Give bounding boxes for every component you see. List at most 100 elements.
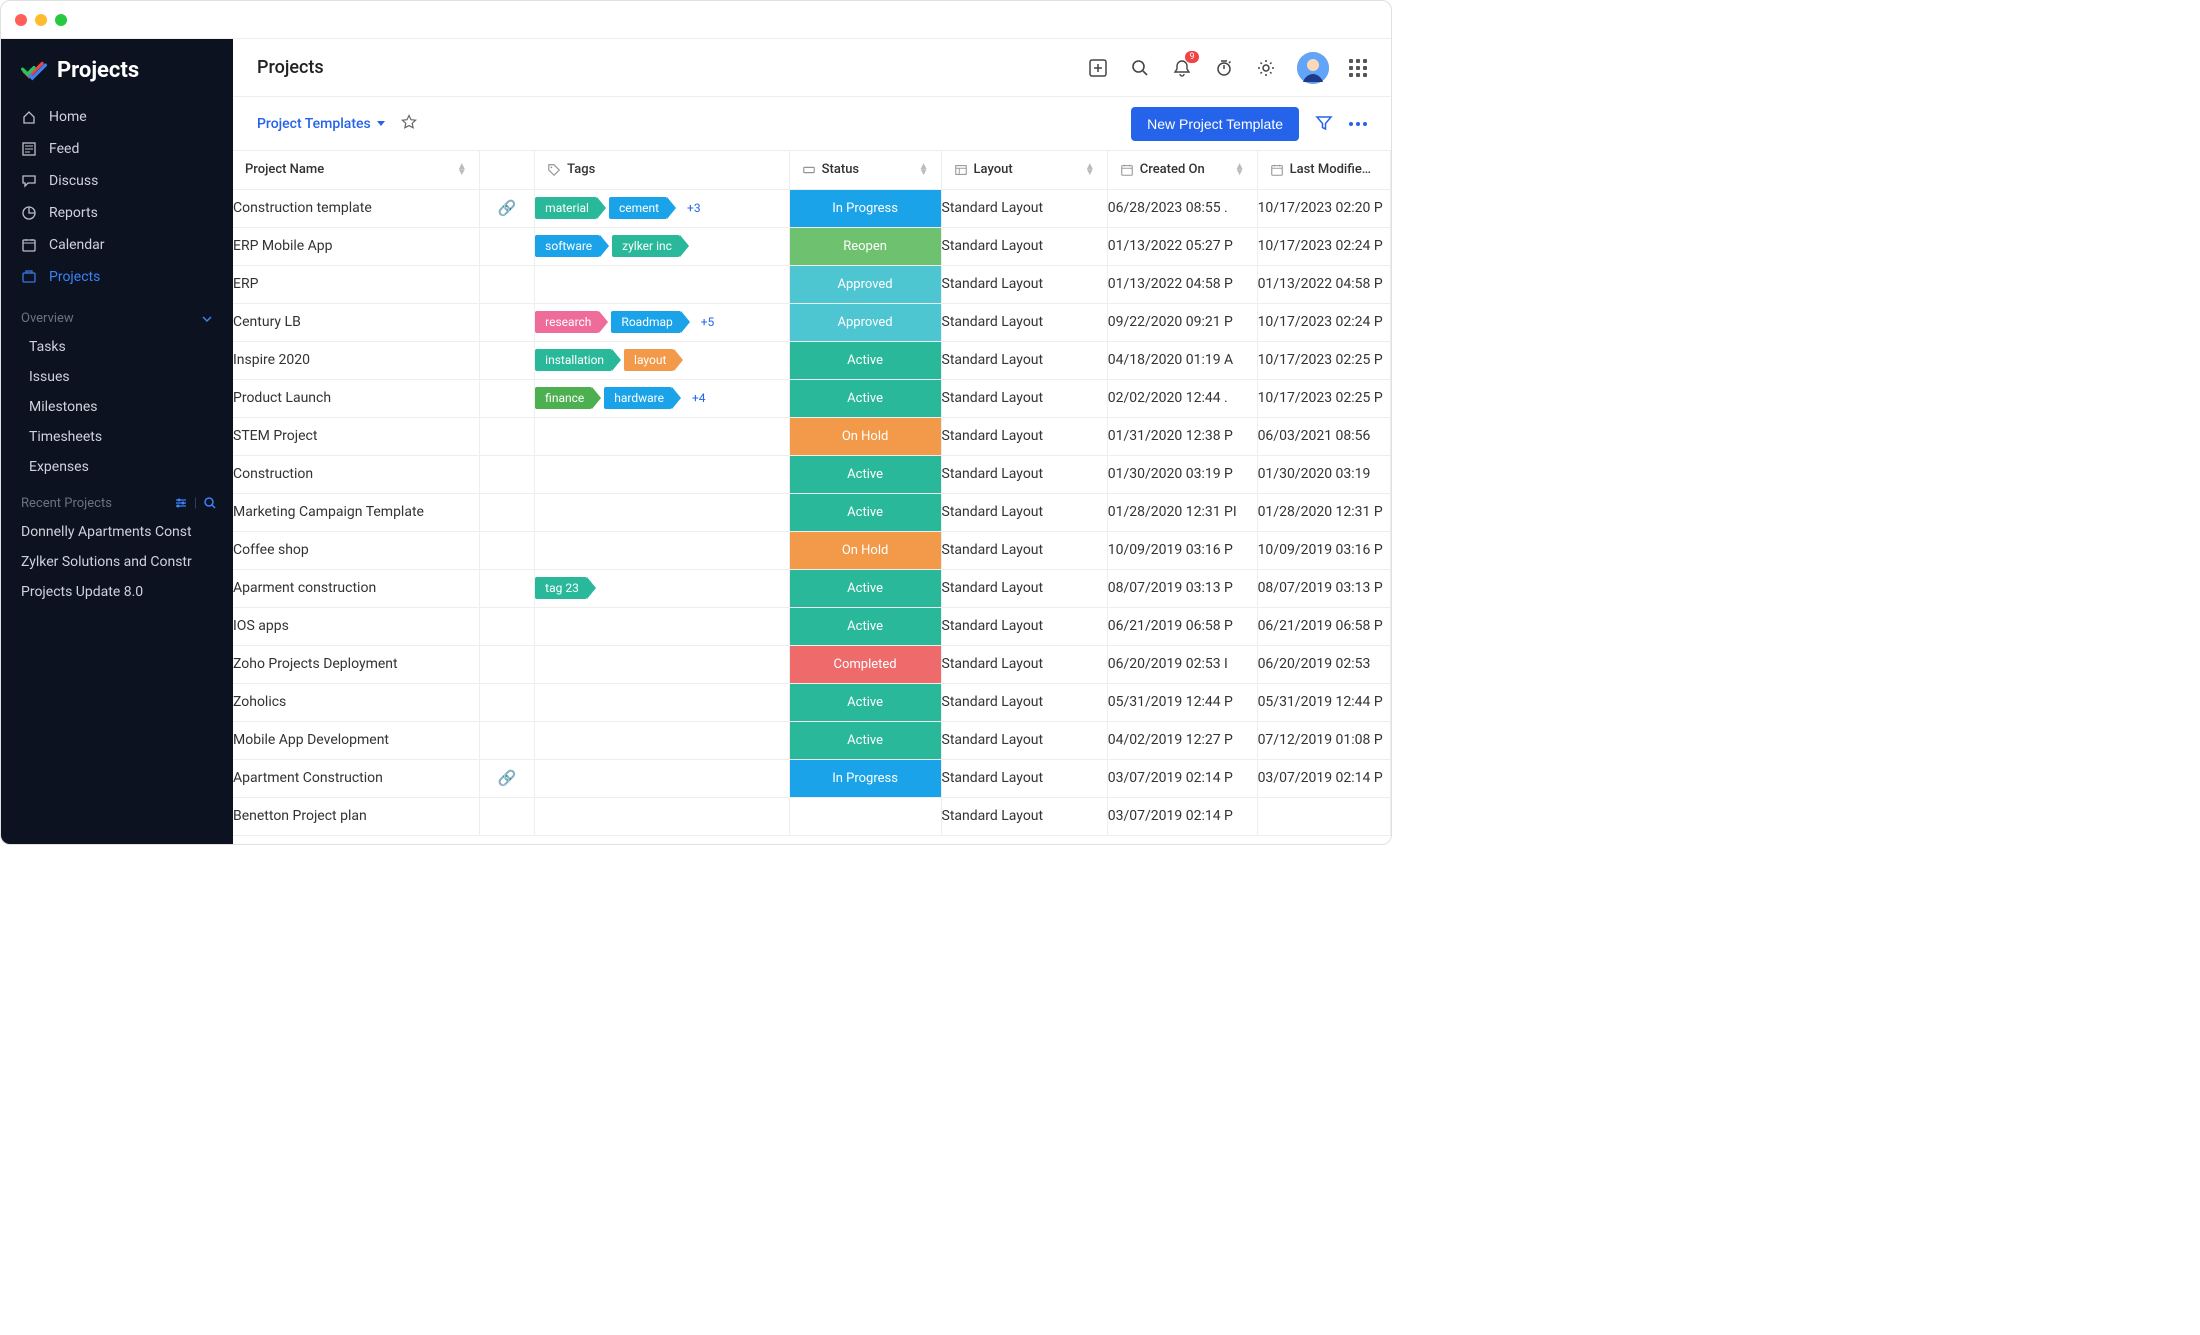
row-status[interactable]: Completed [789,645,941,683]
row-status[interactable]: On Hold [789,417,941,455]
th-status[interactable]: Status▲▼ [789,151,941,189]
row-status[interactable] [789,797,941,835]
th-tags[interactable]: Tags [535,151,789,189]
tag-chip[interactable]: tag 23 [535,577,587,599]
tag-chip[interactable]: software [535,235,600,257]
th-layout[interactable]: Layout▲▼ [941,151,1107,189]
table-row[interactable]: Century LBresearchRoadmap+5ApprovedStand… [233,303,1391,341]
row-status[interactable]: Active [789,493,941,531]
more-icon[interactable] [1349,122,1367,126]
tag-chip[interactable]: finance [535,387,592,409]
tags-more[interactable]: +5 [701,315,715,329]
row-status[interactable]: Approved [789,265,941,303]
window-close[interactable] [15,14,27,26]
row-name[interactable]: Construction [233,455,479,493]
user-avatar[interactable] [1297,52,1329,84]
table-row[interactable]: Construction template🔗material cement +3 In… [233,189,1391,227]
new-template-button[interactable]: New Project Template [1131,107,1299,141]
filter-icon[interactable] [1315,113,1333,135]
th-modified[interactable]: Last Modifie… [1257,151,1390,189]
row-name[interactable]: Zoho Projects Deployment [233,645,479,683]
search-icon[interactable] [1129,57,1151,79]
row-link[interactable]: 🔗 [479,759,534,797]
recent-project-item[interactable]: Zylker Solutions and Constr [1,547,233,577]
recent-project-item[interactable]: Projects Update 8.0 [1,577,233,607]
table-row[interactable]: Benetton Project planStandard Layout03/0… [233,797,1391,835]
row-name[interactable]: Coffee shop [233,531,479,569]
table-row[interactable]: ZoholicsActiveStandard Layout05/31/2019 … [233,683,1391,721]
recent-project-item[interactable]: Donnelly Apartments Const [1,517,233,547]
overview-item[interactable]: Issues [1,362,233,392]
overview-item[interactable]: Expenses [1,452,233,482]
table-row[interactable]: Coffee shopOn HoldStandard Layout10/09/2… [233,531,1391,569]
apps-grid-icon[interactable] [1349,59,1367,77]
row-name[interactable]: Construction template [233,189,479,227]
row-status[interactable]: Active [789,607,941,645]
th-name[interactable]: Project Name▲▼ [233,151,479,189]
row-name[interactable]: Benetton Project plan [233,797,479,835]
tag-chip[interactable]: Roadmap [611,311,680,333]
row-status[interactable]: Active [789,683,941,721]
sliders-icon[interactable] [174,496,188,510]
th-created[interactable]: Created On▲▼ [1107,151,1257,189]
row-name[interactable]: Apartment Construction [233,759,479,797]
notifications-icon[interactable]: 9 [1171,57,1193,79]
tag-chip[interactable]: material [535,197,597,219]
row-status[interactable]: In Progress [789,759,941,797]
table-row[interactable]: Apartment Construction🔗In ProgressStanda… [233,759,1391,797]
nav-item-calendar[interactable]: Calendar [1,229,233,261]
row-name[interactable]: Century LB [233,303,479,341]
tags-more[interactable]: +4 [692,391,706,405]
overview-header[interactable]: Overview [1,297,233,332]
tag-chip[interactable]: hardware [604,387,672,409]
templates-dropdown[interactable]: Project Templates [257,116,385,132]
row-name[interactable]: Marketing Campaign Template [233,493,479,531]
row-status[interactable]: Approved [789,303,941,341]
row-status[interactable]: On Hold [789,531,941,569]
tags-more[interactable]: +3 [687,201,701,215]
row-status[interactable]: Active [789,721,941,759]
row-name[interactable]: Zoholics [233,683,479,721]
row-status[interactable]: Active [789,569,941,607]
row-name[interactable]: STEM Project [233,417,479,455]
table-row[interactable]: Mobile App DevelopmentActiveStandard Lay… [233,721,1391,759]
tag-chip[interactable]: zylker inc [612,235,680,257]
row-name[interactable]: Product Launch [233,379,479,417]
row-status[interactable]: Active [789,455,941,493]
table-row[interactable]: Zoho Projects DeploymentCompletedStandar… [233,645,1391,683]
search-small-icon[interactable] [203,496,217,510]
table-row[interactable]: Product Launchfinancehardware+4ActiveSta… [233,379,1391,417]
table-row[interactable]: ERP Mobile Appsoftwarezylker incReopenSt… [233,227,1391,265]
tag-chip[interactable]: research [535,311,599,333]
table-row[interactable]: Inspire 2020installationlayoutActiveStan… [233,341,1391,379]
table-row[interactable]: ERPApprovedStandard Layout01/13/2022 04:… [233,265,1391,303]
row-status[interactable]: Reopen [789,227,941,265]
row-name[interactable]: ERP Mobile App [233,227,479,265]
nav-item-home[interactable]: Home [1,101,233,133]
row-name[interactable]: Mobile App Development [233,721,479,759]
row-status[interactable]: Active [789,379,941,417]
table-row[interactable]: IOS appsActiveStandard Layout06/21/2019 … [233,607,1391,645]
row-name[interactable]: ERP [233,265,479,303]
tag-chip[interactable]: installation [535,349,612,371]
timer-icon[interactable] [1213,57,1235,79]
table-row[interactable]: ConstructionActiveStandard Layout01/30/2… [233,455,1391,493]
nav-item-feed[interactable]: Feed [1,133,233,165]
row-name[interactable]: Inspire 2020 [233,341,479,379]
nav-item-reports[interactable]: Reports [1,197,233,229]
row-status[interactable]: In Progress [789,189,941,227]
table-row[interactable]: STEM ProjectOn HoldStandard Layout01/31/… [233,417,1391,455]
favorite-icon[interactable] [401,114,417,134]
row-name[interactable]: Aparment construction [233,569,479,607]
window-minimize[interactable] [35,14,47,26]
row-link[interactable]: 🔗 [479,189,534,227]
window-maximize[interactable] [55,14,67,26]
row-name[interactable]: IOS apps [233,607,479,645]
nav-item-discuss[interactable]: Discuss [1,165,233,197]
brand[interactable]: Projects [1,39,233,97]
table-row[interactable]: Marketing Campaign TemplateActiveStandar… [233,493,1391,531]
overview-item[interactable]: Timesheets [1,422,233,452]
row-status[interactable]: Active [789,341,941,379]
tag-chip[interactable]: cement [609,197,667,219]
table-row[interactable]: Aparment constructiontag 23ActiveStandar… [233,569,1391,607]
